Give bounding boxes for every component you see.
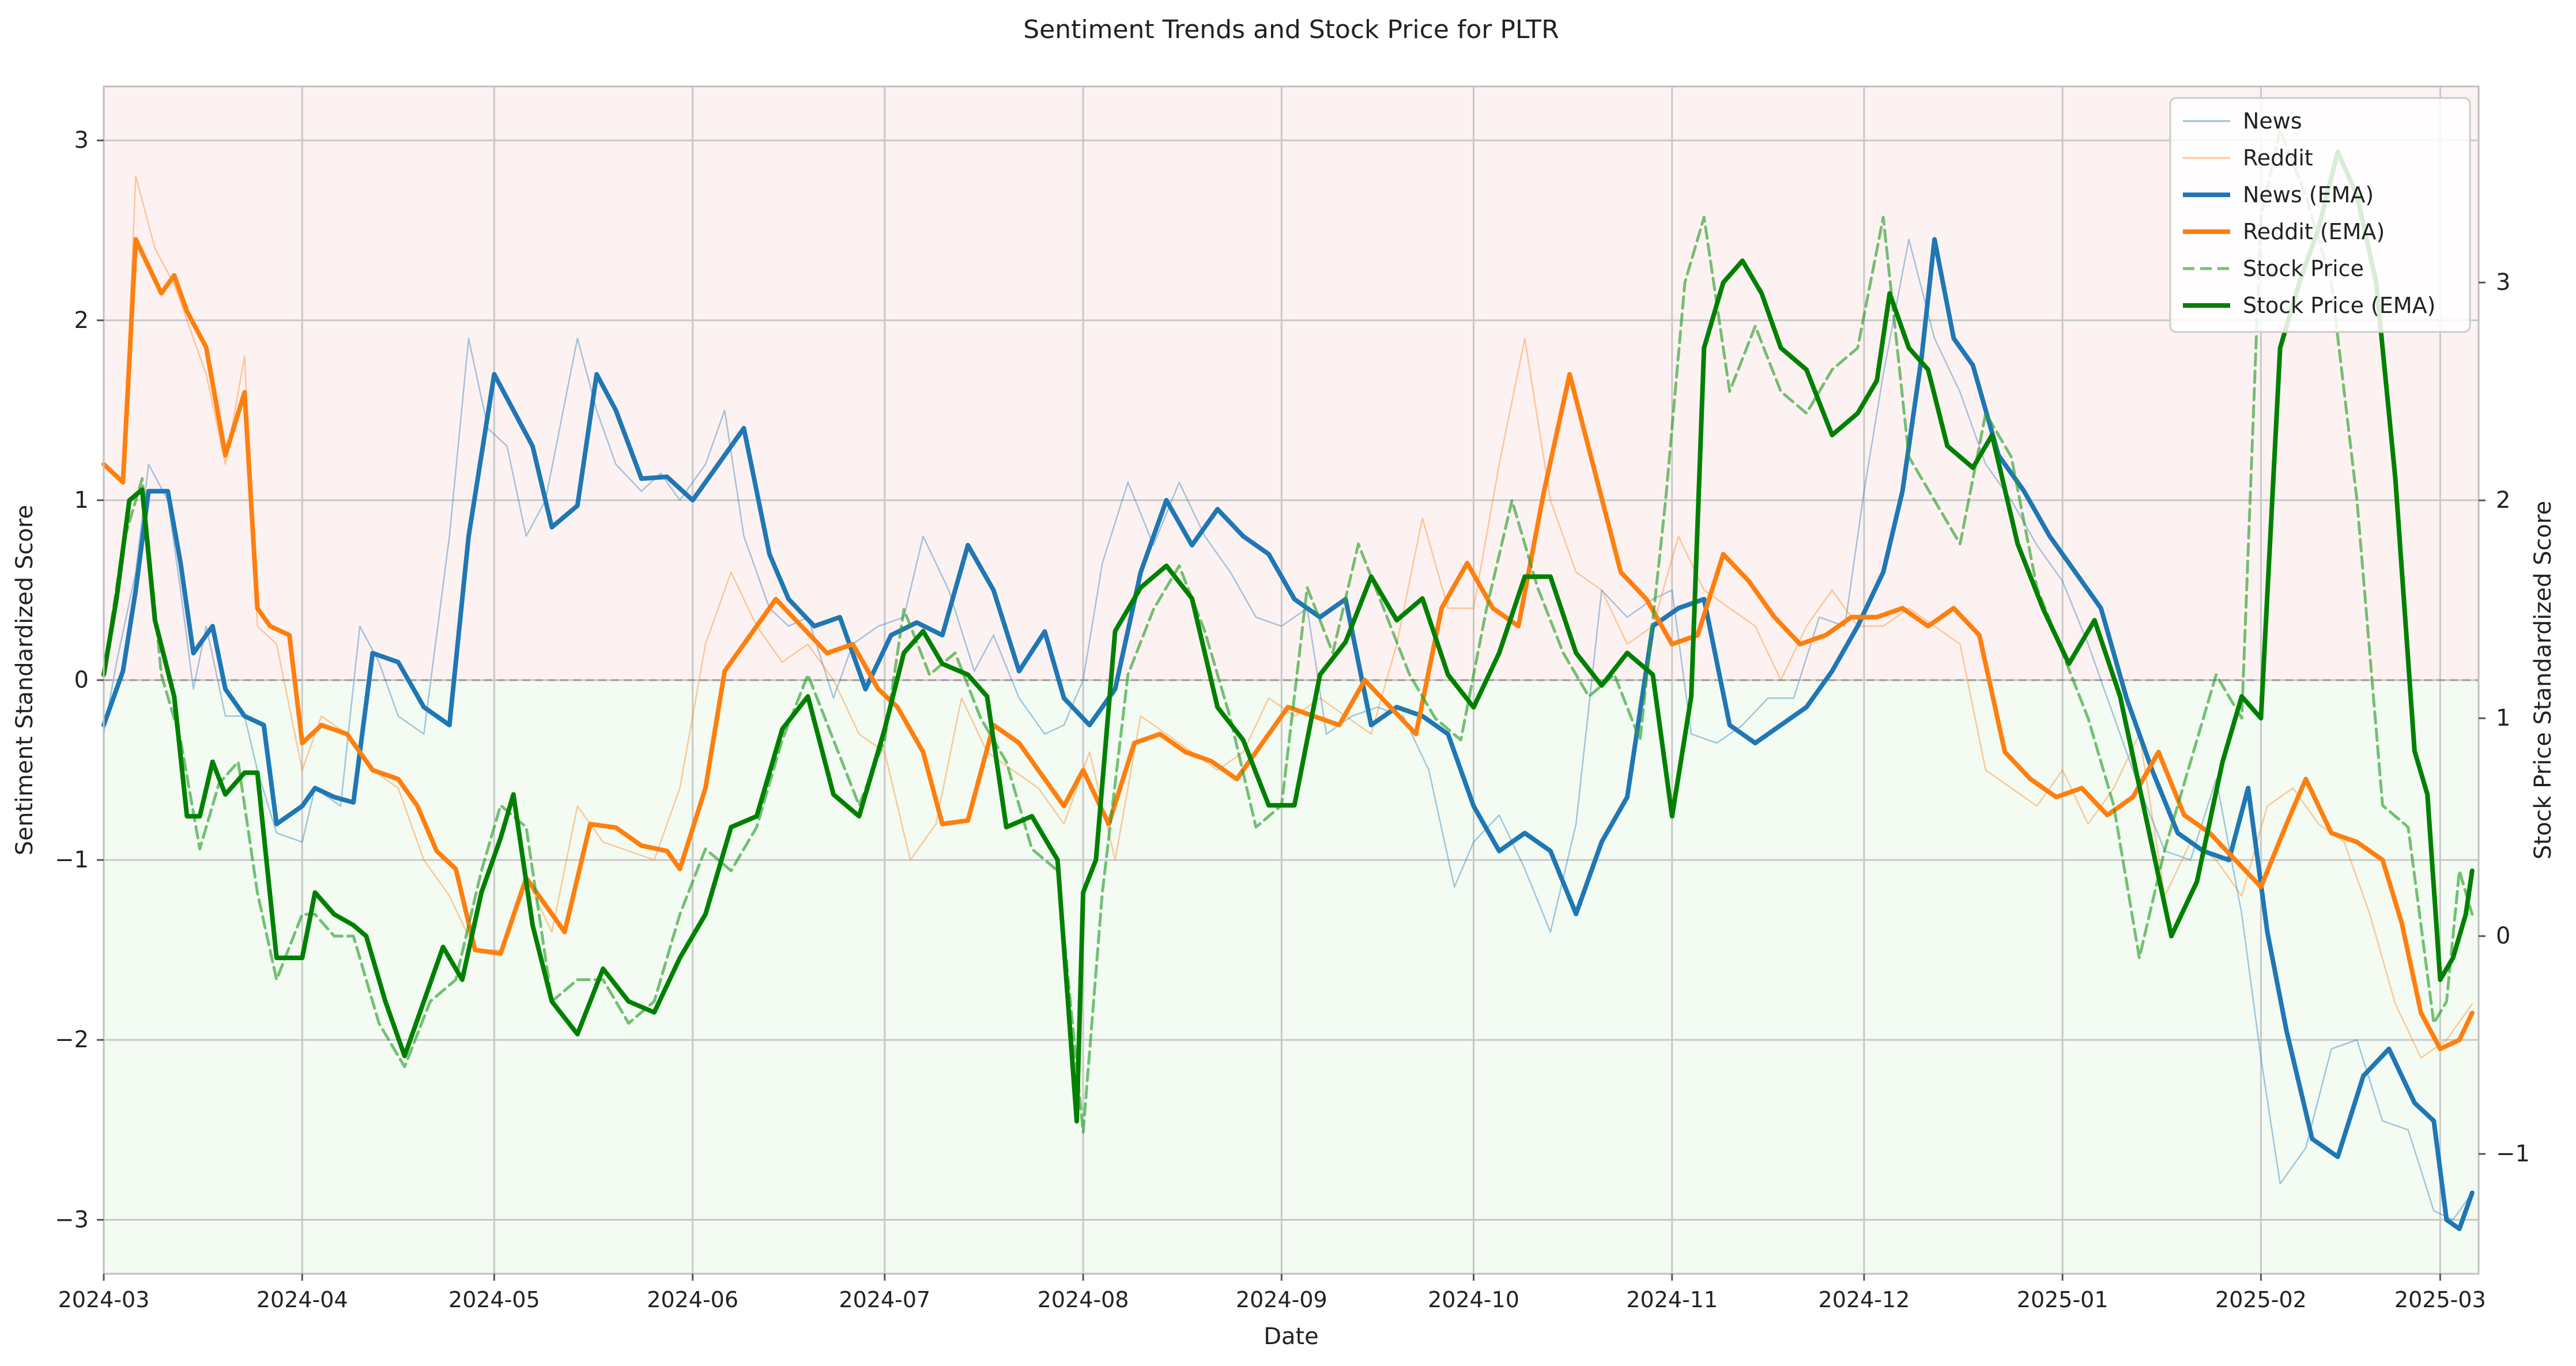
series-line-reddit-ema	[101, 237, 2475, 1051]
y-right-tick-label: 0	[2496, 923, 2510, 949]
y-axis-left-label: Sentiment Standardized Score	[12, 505, 38, 855]
series-line-stock-price	[102, 129, 2474, 1134]
x-tick-label: 2024-12	[1819, 1287, 1910, 1312]
x-tick-label: 2025-03	[2394, 1287, 2486, 1312]
legend-entry-label: Stock Price (EMA)	[2243, 293, 2435, 318]
y-right-tick-label: 3	[2496, 269, 2510, 296]
x-tick-label: 2024-07	[839, 1287, 930, 1312]
x-tick-label: 2024-05	[448, 1287, 540, 1312]
x-tick-label: 2025-02	[2215, 1287, 2307, 1312]
y-left-tick-label: −1	[55, 847, 89, 873]
legend-entry-label: News	[2243, 108, 2302, 134]
legend: News Reddit News (EMA) Reddit (EMA) Stock Pr…	[2169, 97, 2471, 333]
y-right-tick-label: 1	[2496, 705, 2510, 731]
legend-entry-label: Reddit	[2243, 145, 2313, 171]
x-axis-label: Date	[1264, 1323, 1319, 1350]
series-line-stock-price-ema	[101, 149, 2475, 1124]
x-tick-label: 2024-04	[257, 1287, 348, 1312]
x-tick-label: 2025-01	[2017, 1287, 2109, 1312]
legend-entry-label: News (EMA)	[2243, 182, 2374, 207]
negative-sentiment-zone	[104, 680, 2479, 1274]
x-tick-label: 2024-08	[1038, 1287, 1129, 1312]
y-right-tick-label: −1	[2496, 1141, 2530, 1167]
legend-box	[2169, 97, 2471, 333]
y-left-tick-label: 1	[74, 487, 89, 514]
legend-entry-label: Stock Price	[2243, 256, 2364, 281]
series-line-reddit	[103, 175, 2473, 1059]
x-tick-label: 2024-06	[647, 1287, 738, 1312]
y-axis-right-label: Stock Price Standardized Score	[2530, 501, 2556, 860]
y-left-tick-label: 3	[74, 127, 89, 154]
x-tick-label: 2024-09	[1236, 1287, 1327, 1312]
series-line-news-ema	[101, 237, 2475, 1231]
y-right-tick-label: 2	[2496, 487, 2510, 514]
series-line-news	[103, 239, 2473, 1221]
x-tick-label: 2024-10	[1428, 1287, 1519, 1312]
y-left-tick-label: 2	[74, 307, 89, 334]
y-left-tick-label: −2	[55, 1027, 89, 1053]
y-left-tick-label: 0	[74, 667, 89, 693]
chart-title: Sentiment Trends and Stock Price for PLT…	[1023, 15, 1559, 44]
legend-entry-label: Reddit (EMA)	[2243, 219, 2385, 244]
x-tick-label: 2024-11	[1626, 1287, 1718, 1312]
x-tick-label: 2024-03	[58, 1287, 150, 1312]
y-left-tick-label: −3	[55, 1206, 89, 1233]
